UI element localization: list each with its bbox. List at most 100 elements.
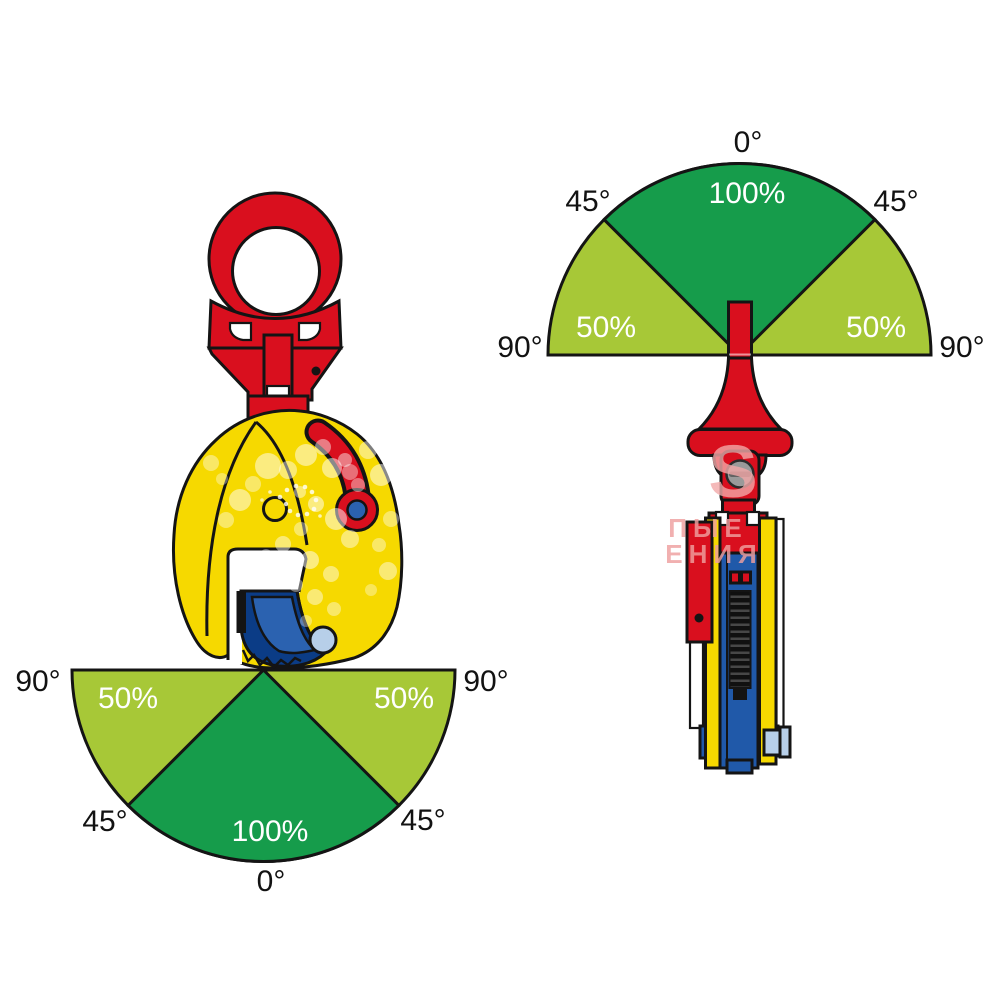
angle-label-90-left: 90° bbox=[497, 331, 542, 364]
watermark-bubble bbox=[342, 464, 358, 480]
watermark-bubble bbox=[311, 506, 317, 512]
side-plate-right bbox=[758, 516, 778, 766]
watermark-bubble bbox=[300, 615, 312, 627]
watermark-bubble bbox=[279, 461, 297, 479]
clamp-side-view bbox=[171, 191, 404, 670]
outer-plate-edge-left bbox=[688, 638, 705, 730]
angle-label-45-right: 45° bbox=[873, 185, 918, 218]
tension-bolt-head bbox=[778, 725, 792, 759]
shackle-pin bbox=[311, 366, 321, 376]
watermark-bubble bbox=[323, 566, 339, 582]
watermark-bubble bbox=[370, 464, 392, 486]
watermark-bubble bbox=[216, 473, 228, 485]
watermark-bubble bbox=[372, 538, 386, 552]
top-block-notch-right bbox=[745, 510, 761, 527]
watermark-bubble bbox=[327, 602, 341, 616]
body-hole bbox=[262, 496, 288, 522]
watermark-bubble bbox=[301, 551, 319, 569]
spring-pin-right bbox=[740, 570, 752, 585]
watermark-bubble bbox=[313, 497, 319, 503]
lifting-eye-hole bbox=[231, 226, 321, 316]
bottom-capacity-diagram: 90° 90° 45° 45° 0° 50% 50% 100% bbox=[15, 665, 508, 898]
watermark-bubble bbox=[284, 487, 290, 493]
clamp-bell bbox=[695, 356, 785, 431]
grip-teeth-strip bbox=[728, 590, 752, 689]
watermark-bubble bbox=[379, 562, 397, 580]
angle-label-45-left: 45° bbox=[82, 805, 127, 838]
capacity-label-50-right: 50% bbox=[374, 682, 434, 715]
lever-hub-pin bbox=[346, 499, 368, 521]
capacity-label-50-right: 50% bbox=[846, 311, 906, 344]
watermark-line1: ПЫЕ bbox=[668, 513, 747, 543]
watermark-bubble bbox=[203, 455, 219, 471]
watermark-bubble bbox=[283, 501, 289, 507]
watermark-bubble bbox=[383, 511, 399, 527]
teeth-lower-tab bbox=[733, 688, 747, 700]
watermark-bubble bbox=[338, 453, 352, 467]
watermark-bubble bbox=[341, 530, 359, 548]
watermark-bubble bbox=[322, 458, 342, 478]
column-bottom-tab bbox=[725, 758, 754, 775]
watermark-bubble bbox=[245, 476, 261, 492]
capacity-sector-100 bbox=[125, 667, 402, 863]
watermark-bubble bbox=[295, 444, 317, 466]
watermark-bubble bbox=[293, 483, 299, 489]
watermark-bubble bbox=[351, 478, 365, 492]
capacity-label-100: 100% bbox=[232, 815, 309, 848]
watermark-bubble bbox=[260, 498, 264, 502]
capacity-label-100: 100% bbox=[709, 177, 786, 210]
watermark-line2: ЕНИЯ bbox=[665, 539, 763, 569]
tension-bolt bbox=[762, 728, 782, 757]
watermark-bubble bbox=[275, 536, 291, 552]
capacity-label-50-left: 50% bbox=[576, 311, 636, 344]
angle-label-0: 0° bbox=[257, 865, 286, 898]
angle-label-45-left: 45° bbox=[565, 185, 610, 218]
watermark-bubble bbox=[218, 512, 234, 528]
watermark-bubble bbox=[365, 584, 377, 596]
spring-pin-left bbox=[729, 570, 741, 585]
watermark-bubble bbox=[302, 484, 308, 490]
capacity-label-50-left: 50% bbox=[98, 682, 158, 715]
watermark-bubble bbox=[309, 489, 315, 495]
watermark-bubble bbox=[307, 589, 323, 605]
cam-serration bbox=[241, 649, 302, 669]
watermark-bubble bbox=[295, 512, 301, 518]
jaw-opening bbox=[228, 548, 307, 664]
angle-label-90-right: 90° bbox=[939, 331, 984, 364]
watermark-letter: S bbox=[708, 430, 757, 513]
angle-label-90-right: 90° bbox=[463, 665, 508, 698]
watermark-bubble bbox=[268, 490, 272, 494]
collar-cutout-left bbox=[228, 321, 253, 342]
watermark-bubble bbox=[294, 522, 308, 536]
watermark-bubble bbox=[229, 489, 251, 511]
cam-jaw-face bbox=[250, 595, 318, 655]
watermark-bubble bbox=[277, 494, 283, 500]
watermark-bubble bbox=[260, 549, 272, 561]
watermark-bubble bbox=[304, 511, 310, 517]
collar-cutout-right bbox=[297, 321, 322, 342]
watermark-bubble bbox=[255, 453, 281, 479]
top-capacity-diagram: 0° 45° 45° 90° 90° 100% 50% 50% bbox=[497, 126, 984, 364]
body-inner-edge-right bbox=[255, 420, 309, 546]
body-inner-edge-left bbox=[205, 421, 258, 637]
watermark-bubble bbox=[318, 514, 322, 518]
lever-plate-pin bbox=[694, 613, 704, 623]
clamp-front-view: S ПЫЕ ЕНИЯ bbox=[665, 300, 794, 775]
angle-label-0: 0° bbox=[734, 126, 763, 159]
watermark-bubble bbox=[287, 508, 293, 514]
link-pin-slot bbox=[729, 471, 751, 477]
watermark-bubble bbox=[359, 441, 377, 459]
fixed-jaw-teeth bbox=[236, 591, 246, 633]
angle-label-45-right: 45° bbox=[400, 804, 445, 837]
watermark-bubble bbox=[315, 439, 331, 455]
watermark-bubble bbox=[289, 578, 303, 592]
outer-plate-edge-right bbox=[775, 517, 785, 730]
cam-pivot-pin bbox=[308, 625, 338, 655]
capacity-sector-100 bbox=[601, 162, 878, 358]
watermark-bubble bbox=[294, 486, 306, 498]
angle-label-90-left: 90° bbox=[15, 665, 60, 698]
watermark-bubbles bbox=[203, 439, 399, 627]
watermark-bubble bbox=[325, 508, 347, 530]
